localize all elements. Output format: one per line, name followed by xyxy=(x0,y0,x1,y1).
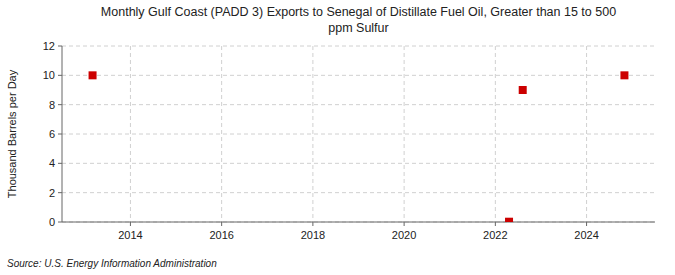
grid-line-y xyxy=(62,192,655,193)
title: Monthly Gulf Coast (PADD 3) Exports to S… xyxy=(101,5,616,35)
grid-line-y xyxy=(62,104,655,105)
x-tick xyxy=(312,222,313,226)
y-tick xyxy=(58,75,62,76)
x-tick xyxy=(404,222,405,226)
grid-line-y xyxy=(62,75,655,76)
y-tick-label: 4 xyxy=(49,157,55,169)
point xyxy=(519,86,527,94)
x-tick xyxy=(221,222,222,226)
y-tick xyxy=(58,46,62,47)
grid-line-x xyxy=(312,46,313,222)
x-tick-label: 2022 xyxy=(483,229,507,241)
y-tick-label: 2 xyxy=(49,187,55,199)
y-tick-label: 12 xyxy=(43,40,55,52)
y-tick-label: 6 xyxy=(49,128,55,140)
y-tick xyxy=(58,192,62,193)
x-tick xyxy=(586,222,587,226)
x-tick xyxy=(495,222,496,226)
y-tick-label: 10 xyxy=(43,69,55,81)
grid-line-x xyxy=(130,46,131,222)
y-tick xyxy=(58,163,62,164)
grid-line-x xyxy=(586,46,587,222)
title-line: ppm Sulfur xyxy=(328,21,388,35)
grid-line-x xyxy=(404,46,405,222)
x-tick-label: 2014 xyxy=(118,229,142,241)
title-line: Monthly Gulf Coast (PADD 3) Exports to S… xyxy=(101,5,616,19)
grid-line-y xyxy=(62,134,655,135)
grid-line-y xyxy=(62,46,655,47)
y-tick xyxy=(58,134,62,135)
x-tick-label: 2016 xyxy=(209,229,233,241)
grid-line-x xyxy=(221,46,222,222)
y-tick-label: 0 xyxy=(49,216,55,228)
y-tick xyxy=(58,222,62,223)
x-tick-label: 2018 xyxy=(301,229,325,241)
x-tick xyxy=(130,222,131,226)
source: Source: U.S. Energy Information Administ… xyxy=(7,258,217,269)
grid-line-y xyxy=(62,222,655,223)
grid-line-y xyxy=(62,163,655,164)
x-tick-label: 2024 xyxy=(574,229,598,241)
point xyxy=(505,218,513,222)
chart-container: Monthly Gulf Coast (PADD 3) Exports to S… xyxy=(0,0,675,275)
chart: Monthly Gulf Coast (PADD 3) Exports to S… xyxy=(0,0,675,275)
y-axis-label: Thousand Barrels per Day xyxy=(6,69,18,198)
x-tick-label: 2020 xyxy=(392,229,416,241)
point xyxy=(620,71,628,79)
y-tick xyxy=(58,104,62,105)
x-axis-line xyxy=(62,222,655,223)
point xyxy=(89,71,97,79)
y-tick-label: 8 xyxy=(49,99,55,111)
points xyxy=(89,71,629,222)
grid-line-x xyxy=(495,46,496,222)
grid xyxy=(62,46,655,222)
